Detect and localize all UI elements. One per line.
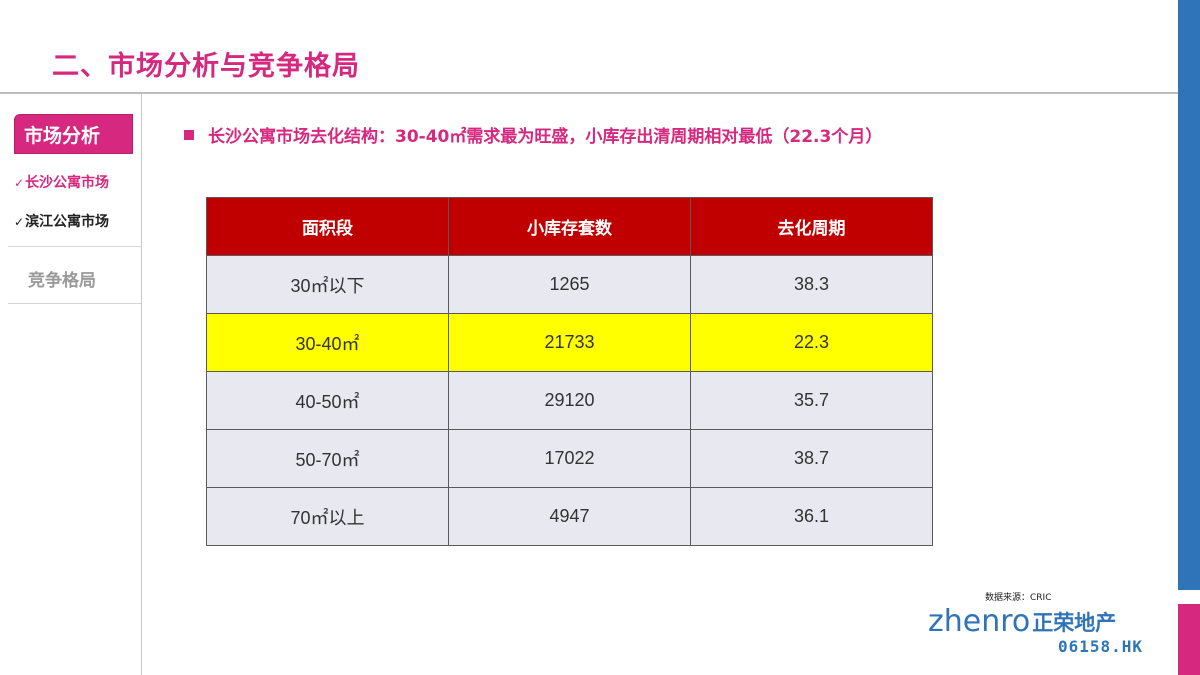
checkmark-icon: ✓ <box>14 215 25 229</box>
table-row: 50-70㎡ 17022 38.7 <box>206 429 933 488</box>
cell-inventory-units: 17022 <box>448 429 691 488</box>
column-header-inventory-units: 小库存套数 <box>448 197 691 256</box>
cell-area-range: 70㎡以上 <box>206 487 449 546</box>
headline-text: 长沙公寓市场去化结构：30-40㎡需求最为旺盛，小库存出清周期相对最低（22.3… <box>208 127 883 147</box>
cell-area-range: 30-40㎡ <box>206 313 449 372</box>
table-row: 30㎡以下 1265 38.3 <box>206 255 933 314</box>
cell-inventory-units: 4947 <box>448 487 691 546</box>
page-title: 二、市场分析与竞争格局 <box>52 51 360 82</box>
cell-destocking-period: 35.7 <box>690 371 933 430</box>
cell-area-range: 50-70㎡ <box>206 429 449 488</box>
section-headline: 长沙公寓市场去化结构：30-40㎡需求最为旺盛，小库存出清周期相对最低（22.3… <box>184 122 882 147</box>
cell-destocking-period: 22.3 <box>690 313 933 372</box>
cell-inventory-units: 21733 <box>448 313 691 372</box>
nav-separator <box>8 246 141 247</box>
column-header-destocking-period: 去化周期 <box>690 197 933 256</box>
cell-inventory-units: 1265 <box>448 255 691 314</box>
sidebar-divider <box>141 94 142 675</box>
column-header-area-range: 面积段 <box>206 197 449 256</box>
table-row: 70㎡以上 4947 36.1 <box>206 487 933 546</box>
nav-section-market-analysis[interactable]: 市场分析 <box>14 114 133 154</box>
pink-accent-bar <box>1178 604 1200 675</box>
cell-inventory-units: 29120 <box>448 371 691 430</box>
checkmark-icon: ✓ <box>14 176 25 190</box>
zhenro-logo: zhenro正荣地产 <box>928 604 1116 639</box>
square-bullet-icon <box>184 130 194 140</box>
right-edge-strip <box>1178 0 1200 675</box>
cell-destocking-period: 38.7 <box>690 429 933 488</box>
title-divider <box>0 92 1178 94</box>
stock-ticker: 06158.HK <box>1058 637 1144 656</box>
logo-wordmark: zhenro <box>928 604 1031 639</box>
destocking-table: 面积段 小库存套数 去化周期 30㎡以下 1265 38.3 30-40㎡ 21… <box>206 197 933 546</box>
nav-sub-item-changsha-apartments[interactable]: ✓长沙公寓市场 <box>14 172 109 192</box>
table-header-row: 面积段 小库存套数 去化周期 <box>206 197 933 256</box>
cell-area-range: 30㎡以下 <box>206 255 449 314</box>
nav-section-competition[interactable]: 竞争格局 <box>28 271 96 291</box>
nav-separator <box>8 303 141 304</box>
table-row: 40-50㎡ 29120 35.7 <box>206 371 933 430</box>
nav-sub-item-binjiang-apartments[interactable]: ✓滨江公寓市场 <box>14 211 109 231</box>
cell-destocking-period: 36.1 <box>690 487 933 546</box>
logo-chinese-name: 正荣地产 <box>1032 610 1117 635</box>
cell-area-range: 40-50㎡ <box>206 371 449 430</box>
data-source-note: 数据来源：CRIC <box>985 593 1052 603</box>
table-row-highlighted: 30-40㎡ 21733 22.3 <box>206 313 933 372</box>
nav-sub-item-label: 滨江公寓市场 <box>25 214 110 230</box>
blue-accent-bar <box>1178 0 1200 590</box>
cell-destocking-period: 38.3 <box>690 255 933 314</box>
nav-sub-item-label: 长沙公寓市场 <box>25 175 110 191</box>
